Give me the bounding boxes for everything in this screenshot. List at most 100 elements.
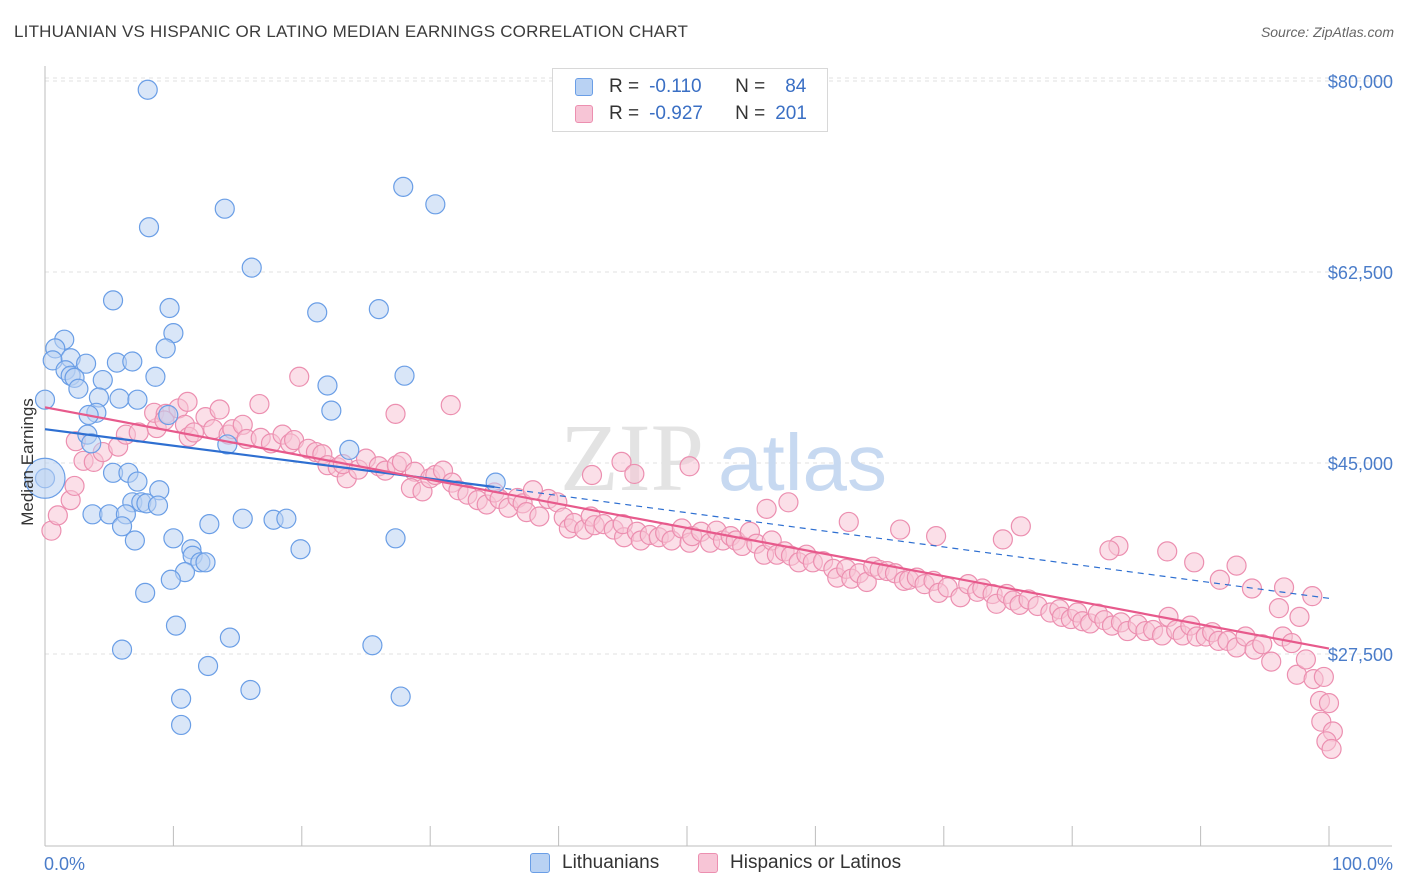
hispanic-point	[1157, 541, 1178, 562]
hispanic-point	[1289, 606, 1310, 627]
hispanic-point	[440, 395, 461, 416]
hispanic-point	[624, 463, 645, 485]
bottom-legend-label: Hispanics or Latinos	[730, 852, 902, 873]
lithuanian-point	[75, 353, 97, 374]
lithuanian-trendline-extension	[494, 486, 1330, 599]
hispanic-point	[529, 506, 550, 527]
y-tick-label: $27,500	[1328, 645, 1393, 665]
hispanic-point	[1268, 598, 1290, 619]
lithuanian-point	[232, 508, 253, 529]
lithuanian-point	[385, 528, 406, 549]
hispanic-point	[177, 391, 198, 412]
lithuanian-point	[241, 257, 262, 278]
lithuanian-point	[68, 378, 89, 399]
bottom-legend-hispanics: Hispanics or Latinos	[698, 852, 901, 874]
legend-row-lithuanians: R = -0.110 N = 84	[575, 75, 806, 99]
lithuanian-point	[171, 714, 192, 736]
hispanic-point	[1273, 577, 1295, 598]
hispanic-point	[1318, 693, 1340, 714]
axes	[44, 66, 1392, 847]
watermark-atlas: atlas	[718, 418, 887, 507]
lithuanian-point	[127, 471, 148, 492]
hispanic-point	[890, 519, 911, 540]
hispanic-point	[756, 498, 777, 519]
hispanic-point	[778, 492, 799, 513]
lithuanian-point-large	[24, 457, 66, 499]
lithuanian-point	[197, 655, 219, 677]
hispanic-point	[289, 366, 310, 387]
lithuanian-point	[165, 615, 187, 636]
hispanic-point	[679, 456, 700, 477]
y-tick-label: $62,500	[1328, 263, 1393, 283]
watermark: ZIP atlas	[560, 404, 887, 511]
lithuanian-point	[394, 365, 415, 386]
hispanic-point	[385, 403, 406, 424]
lithuanian-point	[122, 351, 143, 372]
lithuanian-point	[171, 688, 192, 709]
hispanic-point	[1252, 634, 1273, 655]
lithuanian-point	[160, 569, 181, 590]
hispanic-point	[1099, 540, 1120, 561]
legend-n-value: 201	[775, 103, 807, 124]
hispanic-point	[1295, 649, 1316, 670]
lithuanian-point	[195, 552, 216, 573]
lithuanian-point	[111, 516, 133, 537]
hispanic-point	[47, 505, 68, 526]
legend-swatch-blue	[575, 78, 593, 96]
lithuanian-point	[485, 472, 506, 493]
hispanic-point	[1010, 516, 1031, 537]
lithuanian-point	[276, 508, 297, 529]
hispanic-point	[1184, 552, 1205, 573]
trend-lines	[44, 406, 1330, 650]
y-tick-label: $80,000	[1328, 72, 1393, 92]
x-tick-label-end: 100.0%	[1332, 854, 1393, 874]
hispanic-point	[992, 529, 1013, 550]
y-axis-title: Median Earnings	[18, 398, 37, 526]
hispanic-point	[581, 464, 603, 486]
watermark-zip: ZIP	[560, 404, 704, 511]
legend-r-value: -0.110	[649, 76, 702, 97]
lithuanian-point	[219, 627, 240, 648]
lithuanian-point	[321, 400, 342, 421]
lithuanian-point	[92, 369, 113, 391]
legend-swatch-pink	[575, 105, 593, 123]
lithuanian-point	[214, 198, 235, 219]
lithuanian-point	[111, 639, 133, 660]
lithuanian-point	[137, 79, 158, 100]
hispanic-trendline	[44, 406, 1330, 650]
hispanic-point	[249, 393, 270, 415]
hispanic-point	[209, 399, 230, 420]
hispanic-point	[611, 451, 632, 473]
lithuanian-point	[199, 514, 220, 535]
bottom-legend-lithuanians: Lithuanians	[530, 852, 659, 874]
lithuanian-point	[393, 176, 414, 197]
lithuanian-point	[155, 338, 176, 359]
lithuanian-point	[145, 366, 166, 387]
hispanic-point	[1313, 666, 1334, 688]
lithuanian-point	[362, 635, 383, 656]
hispanic-point	[64, 475, 85, 497]
legend-n-label: N =	[735, 76, 766, 97]
hispanic-point	[925, 526, 947, 547]
y-tick-label: $45,000	[1328, 454, 1393, 474]
series-lithuanians-points	[24, 79, 506, 736]
lithuanian-point	[317, 375, 338, 396]
hispanic-point	[1261, 651, 1282, 672]
lithuanian-point	[339, 439, 360, 461]
lithuanian-point	[368, 299, 389, 320]
lithuanian-point	[240, 679, 261, 701]
x-tick-label-start: 0.0%	[44, 854, 85, 874]
chart-title: LITHUANIAN VS HISPANIC OR LATINO MEDIAN …	[14, 22, 689, 41]
lithuanian-point	[124, 530, 145, 551]
lithuanian-point	[34, 389, 56, 410]
legend-n-label: N =	[735, 103, 766, 124]
lithuanian-point	[102, 290, 124, 311]
legend-r-value: -0.927	[649, 103, 703, 124]
legend: R = -0.110 N = 84 R = -0.927 N = 201	[552, 68, 828, 132]
lithuanian-point	[290, 539, 311, 560]
lithuanian-point	[425, 194, 446, 215]
lithuanian-point	[159, 297, 180, 319]
hispanic-point	[838, 511, 859, 533]
legend-n-value: 84	[785, 76, 807, 97]
